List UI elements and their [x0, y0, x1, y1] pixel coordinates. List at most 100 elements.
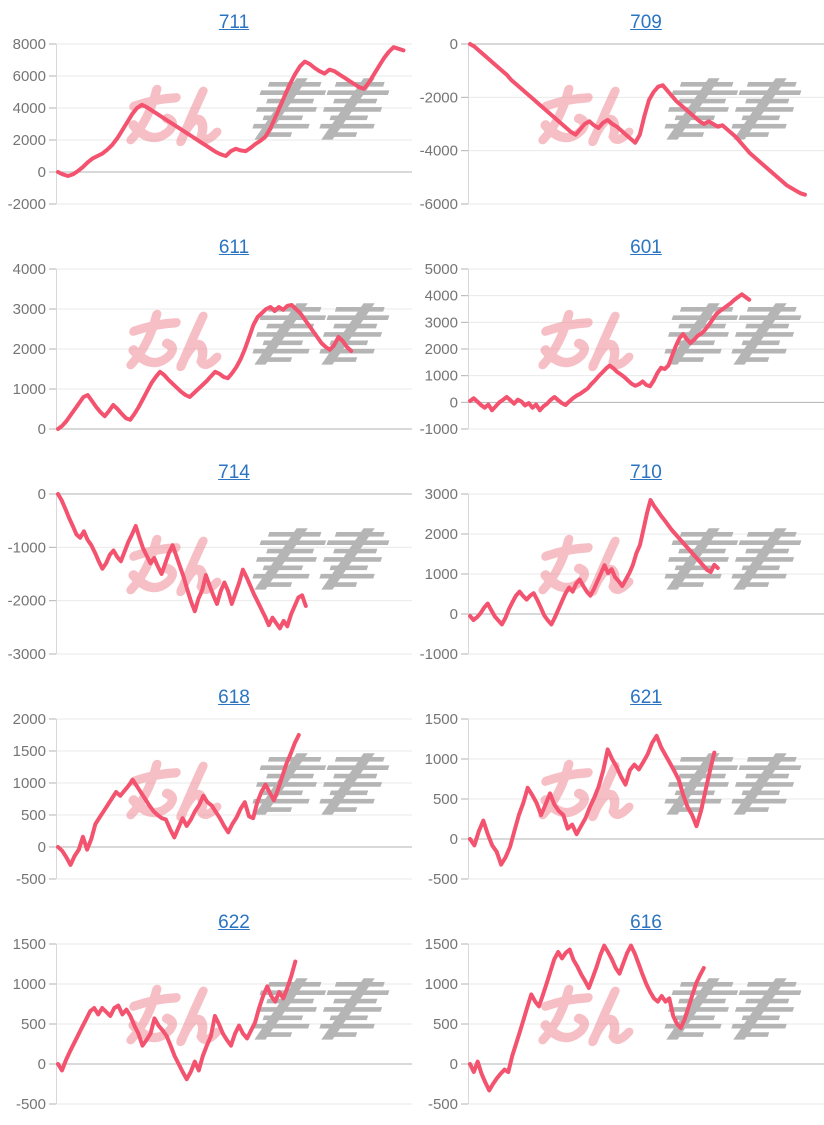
y-tick-label: 3000 — [425, 486, 458, 503]
chart-cell-618: 618 2000 1500 1000 500 0 -500 — [0, 675, 412, 900]
y-tick-label: 2000 — [13, 711, 46, 728]
y-tick-label: -2000 — [8, 196, 46, 213]
y-tick-label: -4000 — [420, 143, 458, 160]
y-tick-label: 0 — [38, 164, 46, 181]
chart-title-row: 622 — [0, 900, 412, 934]
y-tick-label: 0 — [38, 486, 46, 503]
y-tick-label: 2000 — [13, 341, 46, 358]
watermark-logo — [126, 303, 390, 372]
y-tick-label: 4000 — [13, 261, 46, 278]
profit-line — [56, 492, 308, 631]
chart-title-row: 711 — [0, 0, 412, 34]
y-tick-label: 0 — [450, 606, 458, 623]
y-tick-label: -1000 — [420, 421, 458, 438]
y-tick-label: 2000 — [425, 341, 458, 358]
profit-line — [56, 733, 301, 867]
machine-number-link[interactable]: 709 — [630, 12, 662, 33]
chart-title-row: 710 — [412, 450, 824, 484]
watermark-gray-part — [252, 303, 390, 365]
machine-number-link[interactable]: 621 — [630, 687, 662, 708]
profit-line — [468, 292, 752, 413]
machine-number-link[interactable]: 611 — [218, 237, 250, 258]
chart-title-row: 616 — [412, 900, 824, 934]
machine-number-link[interactable]: 601 — [630, 237, 662, 258]
machine-number-link[interactable]: 711 — [218, 12, 250, 33]
chart-cell-622: 622 1500 1000 500 0 -500 — [0, 900, 412, 1125]
y-tick-label: 1000 — [425, 566, 458, 583]
y-tick-label: -6000 — [420, 196, 458, 213]
y-tick-label: 1000 — [425, 976, 458, 993]
y-tick-label: 500 — [433, 1016, 458, 1033]
watermark-gray-part — [252, 528, 390, 590]
watermark-gray-part — [664, 303, 802, 365]
machine-number-link[interactable]: 714 — [218, 462, 250, 483]
y-tick-label: -500 — [16, 871, 46, 888]
y-tick-label: 3000 — [13, 301, 46, 318]
line-chart-611: 4000 3000 2000 1000 0 — [13, 261, 412, 438]
chart-title-row: 601 — [412, 225, 824, 259]
line-chart-711: 8000 6000 4000 2000 0 -2000 — [8, 36, 412, 213]
watermark-gray-part — [252, 978, 390, 1040]
watermark-pink-part — [538, 984, 634, 1047]
watermark-gray-part — [664, 978, 802, 1040]
chart-cell-616: 616 1500 1000 500 0 -500 — [412, 900, 824, 1125]
y-tick-label: -1000 — [8, 539, 46, 556]
y-tick-label: 0 — [450, 831, 458, 848]
y-tick-label: 0 — [38, 1056, 46, 1073]
chart-title-row: 621 — [412, 675, 824, 709]
machine-number-link[interactable]: 616 — [630, 912, 662, 933]
y-tick-label: 1000 — [13, 775, 46, 792]
machine-number-link[interactable]: 622 — [218, 912, 250, 933]
chart-cell-601: 601 5000 4000 3000 2000 1000 0 -1000 — [412, 225, 824, 450]
chart-cell-611: 611 4000 3000 2000 1000 0 — [0, 225, 412, 450]
y-tick-label: 6000 — [13, 68, 46, 85]
y-tick-label: 1500 — [425, 711, 458, 728]
y-tick-label: -500 — [16, 1096, 46, 1113]
line-chart-709: 0 -2000 -4000 -6000 — [420, 36, 824, 213]
watermark-logo — [538, 978, 802, 1047]
watermark-logo — [126, 78, 390, 147]
y-tick-label: 0 — [450, 394, 458, 411]
chart-cell-711: 711 8000 6000 4000 2000 0 -2000 — [0, 0, 412, 225]
y-tick-label: 1500 — [13, 936, 46, 953]
chart-cell-621: 621 1500 1000 500 0 -500 — [412, 675, 824, 900]
y-tick-label: 500 — [21, 1016, 46, 1033]
y-tick-label: 0 — [38, 421, 46, 438]
y-tick-label: 4000 — [13, 100, 46, 117]
y-tick-label: 1000 — [13, 976, 46, 993]
profit-line — [468, 42, 807, 197]
line-chart-621: 1500 1000 500 0 -500 — [425, 711, 824, 888]
watermark-logo — [538, 78, 802, 147]
y-tick-label: 2000 — [13, 132, 46, 149]
profit-line — [56, 45, 406, 178]
watermark-gray-part — [664, 528, 802, 590]
y-tick-label: 0 — [38, 839, 46, 856]
watermark-pink-part — [126, 84, 222, 147]
y-tick-label: 3000 — [425, 314, 458, 331]
y-tick-label: 0 — [450, 1056, 458, 1073]
y-tick-label: -500 — [428, 1096, 458, 1113]
watermark-logo — [126, 978, 390, 1047]
y-tick-label: 1000 — [13, 381, 46, 398]
line-chart-601: 5000 4000 3000 2000 1000 0 -1000 — [420, 261, 824, 438]
profit-line — [56, 303, 354, 431]
watermark-logo — [126, 528, 390, 597]
chart-title-row: 618 — [0, 675, 412, 709]
watermark-gray-part — [664, 753, 802, 815]
y-tick-label: -2000 — [8, 593, 46, 610]
chart-title-row: 611 — [0, 225, 412, 259]
y-tick-label: 1000 — [425, 751, 458, 768]
line-chart-618: 2000 1500 1000 500 0 -500 — [13, 711, 412, 888]
profit-line — [468, 943, 706, 1093]
y-tick-label: 1500 — [425, 936, 458, 953]
machine-number-link[interactable]: 710 — [630, 462, 662, 483]
y-tick-label: 2000 — [425, 526, 458, 543]
machine-number-link[interactable]: 618 — [218, 687, 250, 708]
y-tick-label: 500 — [21, 807, 46, 824]
line-chart-710: 3000 2000 1000 0 -1000 — [420, 486, 824, 663]
profit-line — [468, 733, 717, 867]
watermark-pink-part — [126, 984, 222, 1047]
line-chart-616: 1500 1000 500 0 -500 — [425, 936, 824, 1113]
chart-title-row: 709 — [412, 0, 824, 34]
